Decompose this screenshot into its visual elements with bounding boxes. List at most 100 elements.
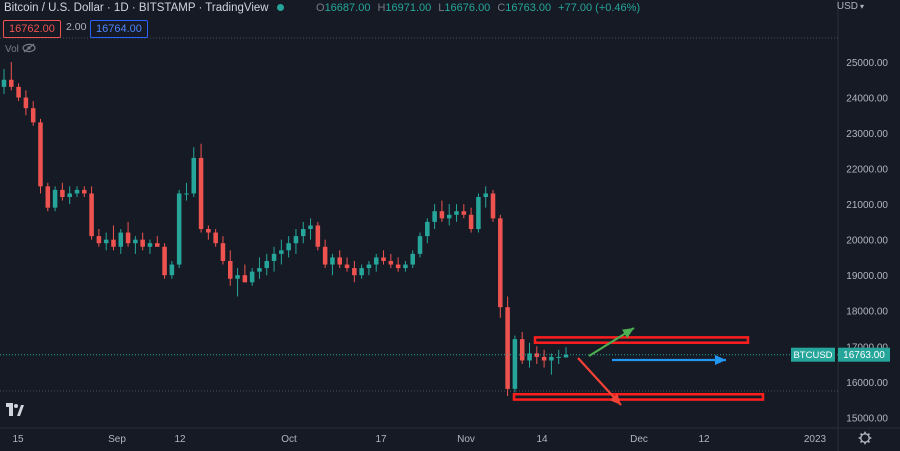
candle-body <box>184 193 189 195</box>
x-tick-label: 17 <box>375 434 387 445</box>
candle-body <box>125 232 131 244</box>
candle-body <box>147 243 153 247</box>
candle-body <box>498 218 503 308</box>
candle-body <box>373 257 379 265</box>
candle-body <box>286 243 291 251</box>
candle <box>191 147 197 198</box>
candle-body <box>264 260 270 269</box>
candle-body <box>381 257 386 261</box>
candle-body <box>439 211 445 219</box>
y-tick-label: 22000.00 <box>846 165 888 176</box>
volume-label: Vol <box>5 44 19 56</box>
x-tick-label: Sep <box>108 434 126 445</box>
candle <box>395 257 401 272</box>
open-label: O <box>316 2 325 14</box>
candle <box>425 218 430 244</box>
symbol-price-tag: BTCUSD 16763.00 <box>791 347 890 362</box>
candle-body <box>235 275 240 279</box>
candle <box>498 214 503 318</box>
candle-body <box>220 243 226 261</box>
sell-button[interactable]: 16762.00 <box>3 20 61 38</box>
candle <box>227 250 233 286</box>
candle-body <box>549 356 554 361</box>
candle-body <box>410 253 415 265</box>
candle-body <box>541 356 547 361</box>
candle <box>490 189 496 222</box>
volume-indicator-legend[interactable]: Vol <box>5 43 36 56</box>
candle <box>118 229 124 254</box>
symbol-tag-bg <box>791 347 835 362</box>
candle-body <box>82 189 87 194</box>
settings-gear-icon[interactable] <box>858 431 872 445</box>
candle <box>403 260 408 272</box>
candle <box>198 143 204 233</box>
candle-body <box>16 86 21 98</box>
candle <box>30 101 36 126</box>
bearish-arrow-head <box>609 393 621 405</box>
candle <box>111 225 116 251</box>
y-tick-label: 16000.00 <box>846 378 888 389</box>
x-tick-label: 2023 <box>804 434 827 445</box>
y-tick-label: 21000.00 <box>846 200 888 211</box>
candle-body <box>249 271 255 283</box>
candle-body <box>133 239 138 244</box>
buy-button[interactable]: 16764.00 <box>90 20 148 38</box>
candle <box>155 236 160 247</box>
candle <box>541 349 547 368</box>
candle-body <box>322 246 328 265</box>
candle-body <box>9 79 14 87</box>
candle <box>549 353 554 375</box>
candle <box>373 253 379 272</box>
candle <box>60 182 65 201</box>
y-tick-label: 20000.00 <box>846 236 888 247</box>
candle <box>74 186 80 198</box>
candle <box>410 250 415 269</box>
candle-body <box>52 189 58 208</box>
x-tick-label: Oct <box>281 434 297 445</box>
candle <box>242 264 248 283</box>
candle <box>176 189 182 269</box>
close-value: 16763.00 <box>505 2 552 14</box>
candle <box>366 260 372 276</box>
candle <box>82 186 87 198</box>
candle-body <box>483 193 488 198</box>
price-tag-value: 16763.00 <box>843 350 885 361</box>
candle-body <box>352 268 357 276</box>
candle <box>96 229 102 247</box>
candle <box>23 90 29 116</box>
currency-selector[interactable]: USD ▾ <box>837 1 864 12</box>
support-zone-box <box>512 392 765 401</box>
candle <box>103 232 109 251</box>
eye-icon[interactable] <box>22 43 36 56</box>
candle <box>213 229 218 247</box>
candle <box>330 253 335 276</box>
candle <box>67 186 72 205</box>
candle-body <box>344 264 350 269</box>
spread-value: 2.00 <box>66 21 87 33</box>
candle-body <box>242 275 248 283</box>
y-tick-label: 18000.00 <box>846 307 888 318</box>
high-label: H <box>377 2 386 14</box>
symbol-header[interactable]: Bitcoin / U.S. Dollar · 1D · BITSTAMP · … <box>4 2 290 14</box>
x-tick-label: 15 <box>12 434 24 445</box>
y-tick-label: 23000.00 <box>846 129 888 140</box>
gear-ring <box>860 433 870 443</box>
candle-body <box>563 354 569 358</box>
candle <box>446 204 452 226</box>
candle <box>140 232 145 251</box>
candle <box>461 204 467 219</box>
candle-body <box>425 221 430 237</box>
candle <box>388 253 394 269</box>
candle-body <box>359 268 364 276</box>
candle-body <box>490 193 496 219</box>
open-value: 16687.00 <box>324 2 371 14</box>
candle <box>417 232 423 258</box>
ohlc-readout: O16687.00 H16971.00 L16676.00 C16763.00 +77.… <box>316 2 647 14</box>
y-tick-label: 15000.00 <box>846 413 888 424</box>
candle <box>308 218 313 240</box>
candle <box>89 186 94 240</box>
tradingview-logo-icon[interactable] <box>6 403 24 417</box>
candle-body <box>534 353 540 357</box>
